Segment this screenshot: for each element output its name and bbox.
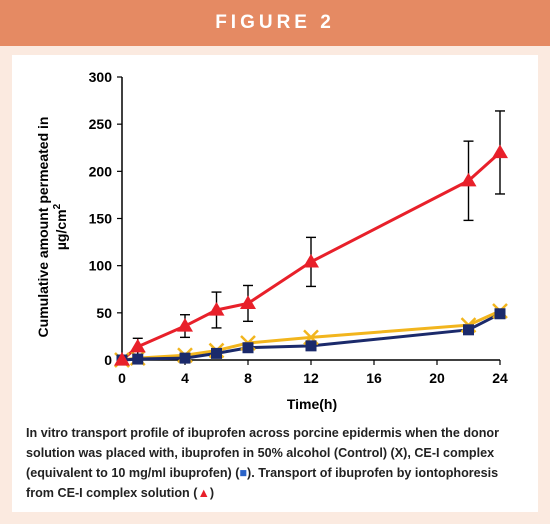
x-axis-label: Time(h) [287,396,337,412]
y-axis-label-line2: µg/cm2 [52,203,69,250]
axes: 0 50 100 150 200 250 300 0 4 8 12 16 20 24 [89,69,508,386]
figure-caption: In vitro transport profile of ibuprofen … [12,415,538,512]
square-marker [463,324,474,336]
error-bars [132,110,505,356]
series-lines [121,151,502,362]
triangle-marker [303,253,319,268]
triangle-marker [177,318,193,332]
square-marker [132,353,144,365]
x-tick-label: 8 [244,370,252,386]
y-tick-label: 50 [96,305,112,321]
caption-text-2: ). Transport of ibuprofen by iontophores… [26,466,499,500]
series-line [121,151,502,362]
triangle-marker [129,338,146,353]
square-marker [305,340,317,352]
x-tick-label: 0 [118,370,126,386]
x-tick-label: 24 [492,370,508,386]
y-tick-label: 100 [89,258,113,274]
triangle-marker [208,302,225,316]
x-tick-label: 12 [303,370,319,386]
square-marker [494,308,506,320]
square-marker [211,347,222,359]
y-tick-label: 0 [104,352,112,368]
square-marker [179,352,191,364]
figure-title: FIGURE 2 [0,0,550,46]
y-tick-label: 200 [89,163,113,179]
y-axis-label-line1: Cumulative amount permeated in [35,117,51,338]
caption-text-3: ) [209,486,215,500]
triangle-marker [240,295,256,309]
square-legend-symbol: ■ [239,466,248,480]
y-axis-label-group: Cumulative amount permeated in µg/cm2 [35,117,69,338]
series-line [121,309,501,362]
caption-text-1: In vitro transport profile of ibuprofen … [26,426,500,480]
y-axis-label-unit: µg/cm [53,209,69,250]
triangle-marker [460,172,477,187]
y-tick-label: 150 [89,211,113,227]
chart-svg: 0 50 100 150 200 250 300 0 4 8 12 16 20 24 Time(h) Cu… [35,69,508,412]
x-tick-label: 20 [429,370,445,386]
y-axis-label-superscript: 2 [52,203,63,209]
series-markers [114,144,508,368]
y-tick-label: 250 [89,116,113,132]
x-tick-label: 4 [181,370,189,386]
x-tick-label: 16 [366,370,382,386]
square-marker [242,342,254,354]
chart-panel: 0 50 100 150 200 250 300 0 4 8 12 16 20 24 Time(h) Cu… [12,55,538,415]
triangle-marker [492,144,508,159]
y-tick-label: 300 [89,69,113,85]
triangle-legend-symbol: ▲ [197,486,210,500]
series-line [121,312,501,362]
triangle-marker [114,352,130,366]
